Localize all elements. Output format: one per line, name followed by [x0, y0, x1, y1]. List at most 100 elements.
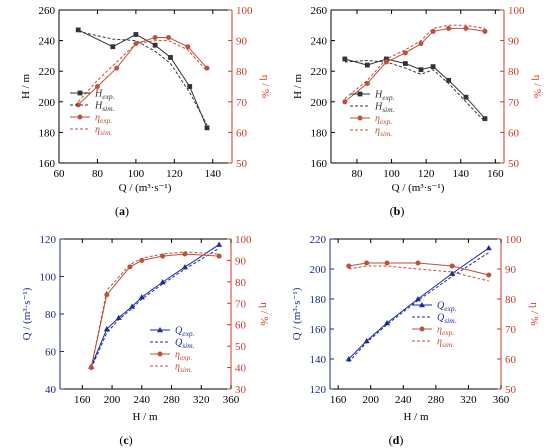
data-point: [482, 116, 488, 122]
y-left-tick-label: 40: [45, 384, 57, 396]
panel-label: (b): [390, 204, 405, 218]
data-point: [402, 61, 408, 66]
data-point: [346, 263, 352, 269]
legend-marker: [77, 114, 83, 120]
series-line-3: [77, 37, 208, 106]
x-tick-label: 160: [74, 394, 91, 406]
y-left-axis-label: H / m: [20, 74, 32, 100]
data-point: [430, 64, 436, 70]
panel-label: (c): [119, 433, 132, 447]
data-point: [115, 314, 122, 320]
series-line-3: [90, 253, 220, 368]
data-point: [414, 296, 421, 302]
legend-entry: ηsim.: [175, 362, 192, 375]
y-right-tick-label: 70: [236, 97, 248, 109]
y-left-axis-label: H / m: [292, 74, 304, 100]
data-point: [160, 253, 166, 259]
data-point: [418, 67, 424, 73]
y-left-tick-label: 220: [311, 66, 328, 78]
data-point: [364, 80, 370, 86]
x-axis-label: H / m: [132, 411, 158, 423]
y-right-tick-label: 30: [235, 384, 247, 396]
x-tick-label: 140: [453, 168, 470, 180]
x-tick-label: 120: [166, 168, 183, 180]
legend-entry: Qsim.: [175, 338, 195, 351]
y-left-tick-label: 120: [40, 234, 57, 246]
y-right-tick-label: 80: [505, 294, 517, 306]
data-point: [364, 260, 370, 266]
data-point: [216, 253, 222, 259]
y-right-tick-label: 100: [505, 234, 522, 246]
x-tick-label: 280: [428, 394, 445, 406]
data-point: [449, 263, 455, 269]
x-axis-label: Q / (m³·s⁻¹): [392, 182, 445, 194]
data-point: [94, 84, 100, 89]
y-right-tick-label: 60: [508, 127, 520, 139]
y-left-axis-label: Q / (m³·s⁻¹): [291, 287, 303, 340]
x-tick-label: 160: [330, 394, 347, 406]
data-point: [75, 102, 81, 108]
y-right-tick-label: 60: [236, 127, 248, 139]
legend-marker: [77, 90, 83, 96]
data-point: [103, 326, 110, 332]
y-right-axis-label: η / %: [259, 75, 271, 98]
data-point: [482, 28, 488, 34]
y-left-tick-label: 220: [310, 234, 327, 246]
legend-marker: [357, 91, 363, 97]
y-left-tick-label: 160: [310, 324, 327, 336]
data-point: [418, 41, 424, 47]
data-point: [446, 25, 452, 31]
y-left-tick-label: 160: [311, 158, 328, 170]
series-line-4: [344, 24, 486, 100]
y-right-tick-label: 100: [236, 5, 253, 17]
data-point: [485, 245, 492, 251]
y-left-tick-label: 140: [310, 354, 327, 366]
legend-marker: [419, 326, 425, 332]
y-right-axis-label: η / %: [258, 302, 270, 325]
y-right-tick-label: 60: [235, 320, 247, 332]
x-tick-label: 160: [487, 168, 504, 180]
series-line-2: [344, 59, 486, 123]
x-tick-label: 80: [92, 168, 104, 180]
x-tick-label: 80: [351, 168, 363, 180]
y-left-tick-label: 260: [311, 5, 328, 17]
series-line-2: [78, 30, 208, 126]
legend-entry: Hsim.: [94, 101, 115, 114]
series-line-2: [90, 247, 220, 369]
data-point: [187, 84, 193, 89]
y-right-tick-label: 100: [508, 5, 525, 17]
y-right-tick-label: 50: [235, 341, 247, 353]
data-point: [133, 32, 139, 37]
x-tick-label: 140: [205, 168, 222, 180]
y-left-tick-label: 180: [310, 294, 327, 306]
legend-entry: ηexp.: [95, 113, 112, 126]
legend-entry: ηexp.: [375, 114, 392, 127]
legend-entry: Hsim.: [374, 102, 395, 115]
x-tick-label: 200: [104, 394, 121, 406]
panel-label: (d): [389, 433, 404, 447]
y-right-tick-label: 90: [508, 36, 520, 48]
series-line-4: [77, 40, 208, 103]
chart-panel-4: 160 200 240 280 320 360 120 140 160 180 200 220 50 60…: [291, 234, 540, 447]
data-point: [402, 50, 408, 56]
x-tick-label: 320: [460, 394, 477, 406]
legend-marker: [357, 115, 363, 121]
y-right-tick-label: 80: [508, 66, 520, 78]
x-tick-label: 120: [418, 168, 435, 180]
y-right-tick-label: 80: [236, 66, 248, 78]
y-left-tick-label: 240: [39, 36, 56, 48]
legend-entry: ηexp.: [437, 325, 454, 338]
x-tick-label: 60: [54, 168, 66, 180]
data-point: [159, 279, 166, 285]
y-left-tick-label: 100: [40, 272, 57, 284]
series-line-1: [348, 247, 490, 360]
legend-entry: ηsim.: [375, 126, 392, 139]
y-right-tick-label: 50: [236, 158, 248, 170]
y-left-tick-label: 60: [45, 347, 57, 359]
x-axis-label: Q / (m³·s⁻¹): [119, 182, 172, 194]
data-point: [185, 44, 191, 50]
y-left-tick-label: 160: [39, 158, 56, 170]
y-left-tick-label: 200: [311, 97, 328, 109]
data-point: [342, 56, 348, 62]
chart-panel-3: 160 200 240 280 320 360 40 60 80 100 120 30 40 50 60 70…: [21, 234, 270, 447]
